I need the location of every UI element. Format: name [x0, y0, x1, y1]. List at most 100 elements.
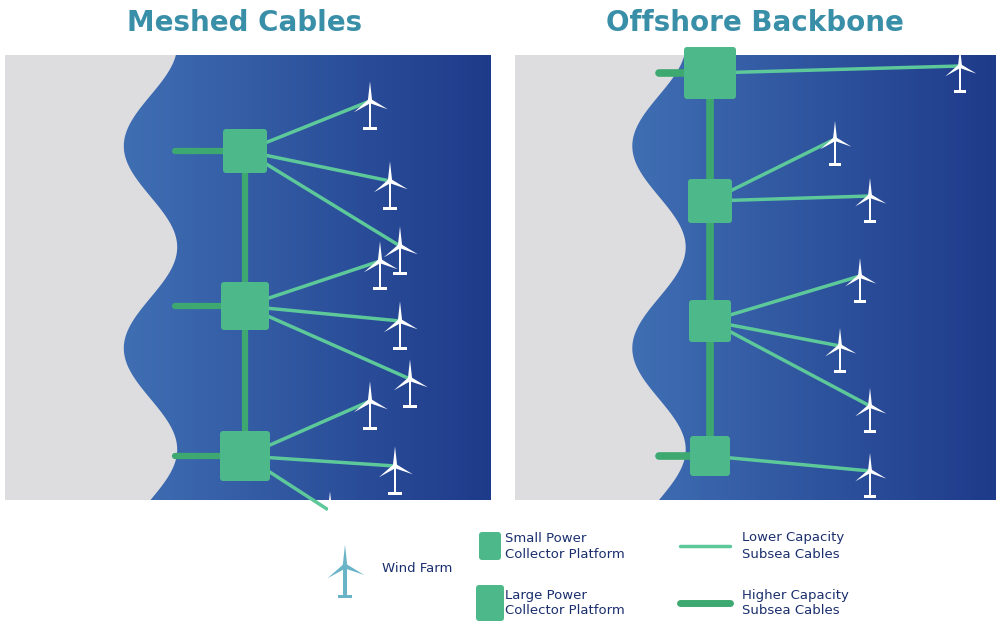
- Bar: [385, 55, 390, 500]
- Bar: [199, 55, 204, 500]
- Bar: [639, 55, 644, 500]
- Bar: [421, 55, 426, 500]
- Bar: [349, 55, 354, 500]
- Bar: [21, 55, 26, 500]
- Bar: [163, 55, 168, 500]
- Bar: [983, 55, 988, 500]
- Polygon shape: [379, 464, 396, 478]
- FancyBboxPatch shape: [684, 47, 736, 99]
- Bar: [409, 55, 414, 500]
- Bar: [41, 55, 46, 500]
- Polygon shape: [384, 319, 401, 332]
- Bar: [437, 55, 442, 500]
- Bar: [575, 55, 580, 500]
- Bar: [138, 55, 143, 500]
- Bar: [377, 55, 382, 500]
- Polygon shape: [855, 469, 871, 481]
- Bar: [687, 55, 692, 500]
- Bar: [256, 55, 261, 500]
- Bar: [155, 55, 160, 500]
- Bar: [607, 55, 612, 500]
- Bar: [935, 55, 940, 500]
- Bar: [839, 346, 841, 370]
- Polygon shape: [959, 64, 976, 74]
- Bar: [879, 55, 884, 500]
- Bar: [743, 55, 748, 500]
- Bar: [25, 55, 30, 500]
- Bar: [5, 55, 10, 500]
- Bar: [268, 55, 273, 500]
- Bar: [353, 55, 358, 500]
- Circle shape: [858, 274, 862, 278]
- PathPatch shape: [5, 55, 177, 500]
- Polygon shape: [855, 194, 871, 206]
- FancyBboxPatch shape: [223, 129, 267, 173]
- Bar: [187, 55, 192, 500]
- Polygon shape: [368, 381, 372, 401]
- Bar: [361, 55, 366, 500]
- Bar: [799, 55, 804, 500]
- FancyBboxPatch shape: [688, 179, 732, 223]
- Polygon shape: [328, 491, 332, 511]
- PathPatch shape: [515, 55, 686, 500]
- Bar: [563, 55, 568, 500]
- Bar: [343, 566, 347, 595]
- Bar: [559, 55, 564, 500]
- Bar: [110, 55, 115, 500]
- Bar: [9, 55, 14, 500]
- Bar: [864, 495, 876, 498]
- Bar: [142, 55, 147, 500]
- Bar: [363, 128, 377, 130]
- Bar: [429, 55, 434, 500]
- Bar: [731, 55, 736, 500]
- Bar: [979, 55, 984, 500]
- Bar: [954, 90, 966, 93]
- Bar: [369, 401, 371, 428]
- Bar: [631, 55, 636, 500]
- Polygon shape: [354, 399, 371, 412]
- Bar: [329, 511, 331, 537]
- Bar: [987, 55, 992, 500]
- Bar: [312, 55, 317, 500]
- FancyBboxPatch shape: [690, 436, 730, 476]
- Polygon shape: [369, 99, 388, 110]
- Bar: [599, 55, 604, 500]
- Bar: [715, 55, 720, 500]
- Bar: [651, 55, 656, 500]
- Bar: [134, 55, 139, 500]
- Polygon shape: [839, 344, 856, 354]
- Bar: [223, 55, 228, 500]
- Bar: [33, 55, 38, 500]
- Bar: [943, 55, 948, 500]
- Bar: [219, 55, 224, 500]
- Bar: [231, 55, 236, 500]
- Bar: [864, 430, 876, 433]
- Bar: [583, 55, 588, 500]
- Bar: [389, 181, 391, 208]
- FancyBboxPatch shape: [689, 300, 731, 342]
- Bar: [635, 55, 640, 500]
- Bar: [611, 55, 616, 500]
- Bar: [659, 55, 664, 500]
- Bar: [413, 55, 418, 500]
- Bar: [707, 55, 712, 500]
- Bar: [855, 55, 860, 500]
- Bar: [369, 55, 374, 500]
- Bar: [811, 55, 816, 500]
- Bar: [854, 300, 866, 303]
- Bar: [739, 55, 744, 500]
- Bar: [951, 55, 956, 500]
- Bar: [316, 55, 321, 500]
- Bar: [843, 55, 848, 500]
- Bar: [215, 55, 220, 500]
- Bar: [535, 55, 540, 500]
- Bar: [955, 55, 960, 500]
- Circle shape: [868, 404, 872, 408]
- Bar: [397, 55, 402, 500]
- Polygon shape: [394, 378, 411, 390]
- Polygon shape: [858, 258, 862, 276]
- Circle shape: [368, 99, 372, 103]
- Bar: [239, 55, 244, 500]
- Polygon shape: [344, 564, 364, 575]
- Bar: [167, 55, 172, 500]
